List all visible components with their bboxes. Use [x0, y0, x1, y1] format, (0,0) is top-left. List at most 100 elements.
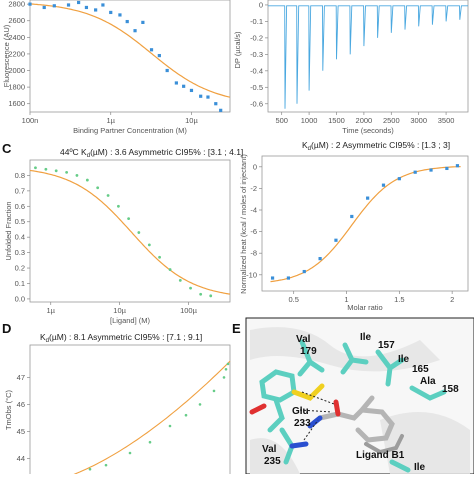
panel-c-right-xtick-label-2: 1.5: [394, 295, 404, 304]
panel-c-left-ytick-label-4: 0.4: [15, 233, 25, 242]
panel-d-ylabel: TmObs (°C): [4, 389, 13, 430]
panel-a-point-21: [214, 102, 218, 106]
panel-b-ytick-label-6: -0.6: [250, 99, 263, 108]
panel-a-point-19: [199, 94, 203, 98]
panel-b-xtick-label-4: 2500: [383, 116, 400, 125]
sulfur-bond: [291, 383, 325, 401]
panel-a-point-6: [94, 8, 98, 12]
panel-c-left-point-5: [85, 178, 89, 182]
panel-d-point-5: [148, 440, 152, 444]
panel-c-left-point-10: [137, 231, 141, 234]
panel-c-right-point-9: [413, 170, 417, 174]
panel-a-ylabel: Fluorescence (AU): [2, 24, 11, 87]
panel-d-ytick-label-3: 47: [17, 373, 25, 382]
panel-a-point-12: [141, 20, 145, 24]
panel-b-frame: [267, 0, 469, 113]
panel-a-point-8: [109, 10, 113, 15]
panel-c-right-title-main: K: [302, 140, 308, 150]
panel-b-ytick-label-5: -0.5: [250, 83, 263, 92]
panel-a-point-4: [77, 0, 81, 5]
panel-d-point-7: [184, 413, 188, 417]
val235-nitrogen: [289, 441, 309, 449]
panel-c-right-ytick-label-3: -6: [250, 227, 257, 236]
panel-d-point-9: [212, 389, 216, 393]
ile165-stick: [375, 349, 405, 387]
panel-c-left-point-0: [34, 166, 37, 170]
label-ile165-num: 165: [412, 364, 429, 375]
panel-a-point-11: [133, 29, 137, 33]
panel-c-right-point-10: [429, 168, 433, 172]
panel-a-ytick-label-6: 2800: [8, 0, 25, 9]
panel-a-point-13: [149, 48, 154, 52]
panel-c-left-point-2: [54, 169, 58, 173]
panel-c-left-point-16: [199, 292, 203, 296]
panel-c-left-xtick-label-2: 100µ: [180, 306, 198, 315]
panel-b-ticks: 500 1000 1500 2000 2500 3000 3500 0 -0.1 -0.2 -0.3…: [250, 0, 454, 125]
panel-a-point-17: [182, 84, 186, 88]
panel-c-left-xtick-label-0: 1µ: [46, 306, 55, 315]
panel-d-frame: [29, 344, 231, 479]
label-ile157-name: Ile: [360, 332, 372, 343]
label-glu233-name: Glu: [292, 406, 309, 417]
panel-a-point-7: [101, 3, 105, 7]
panel-d-point-3: [104, 463, 108, 467]
label-ile157-num: 157: [378, 340, 395, 351]
panel-c-right-point-12: [455, 164, 460, 168]
panel-letter-c: C: [2, 141, 12, 156]
panel-b-xtick-label-2: 1500: [328, 116, 345, 125]
hbond-3: [303, 419, 319, 441]
panel-a-point-16: [174, 81, 178, 85]
panel-c-right-xlabel: Molar ratio: [347, 303, 382, 312]
panel-a-xtick-label-2: 10µ: [185, 116, 198, 125]
panel-d-point-10: [222, 376, 226, 379]
panel-c-left-title: 44ºC Kd(µM) : 3.6 Asymmetric CI95% : [3.…: [60, 147, 243, 159]
panel-c-left-ytick-label-5: 0.5: [15, 217, 25, 226]
panel-c-right-point-0: [270, 276, 275, 280]
panel-c-left-ticks: 1µ 10µ 100µ 0.0 0.1 0.2 0.3 0.4 0.5 0.6 0.7 0.8: [15, 171, 198, 315]
glu233-oxygen: [249, 403, 267, 415]
panel-b-xtick-label-5: 3000: [410, 116, 427, 125]
panel-c-right-point-6: [366, 196, 370, 200]
panel-c-left-marks: [29, 166, 231, 298]
panel-c-right-point-2: [302, 269, 306, 274]
panel-a-marks: [28, 0, 231, 112]
structure-panel: Val 179 Ile 157 Ile 165 Ala 158 Glu 233 …: [245, 317, 474, 475]
panel-a-point-20: [206, 95, 210, 99]
panel-c-right-xtick-label-3: 2: [450, 295, 454, 304]
panel-d-point-8: [198, 403, 202, 406]
panel-d-title: Kd(µM) : 8.1 Asymmetric CI95% : [7.1 ; 9…: [40, 332, 202, 344]
panel-c-left-point-17: [209, 294, 213, 298]
panel-c-left-fit-curve: [29, 169, 231, 295]
panel-c-right-ytick-label-1: -2: [250, 184, 257, 193]
panel-c-left-point-15: [189, 286, 192, 290]
panel-a-ytick-label-4: 2400: [8, 33, 25, 42]
panel-c-left-point-6: [96, 186, 100, 190]
panel-c-right-title-rest: (µM) : 2 Asymmetric CI95% : [1.3 ; 3]: [311, 140, 450, 150]
panel-c-left-title-main: 44ºC K: [60, 147, 87, 157]
panel-c-right-chart: Normalized heat (kcal / moles of injecta…: [239, 154, 469, 312]
val179-stick: [297, 339, 325, 377]
panel-a-point-10: [125, 19, 129, 24]
panel-c-left-ytick-label-7: 0.7: [15, 186, 25, 195]
panel-c-right-frame: [261, 155, 469, 292]
panel-d-point-4: [128, 451, 132, 455]
structure-ribbon-2: [380, 412, 470, 474]
panel-c-left-point-12: [158, 255, 161, 259]
panel-c-right-xtick-label-1: 1: [344, 295, 348, 304]
panel-a-point-18: [189, 88, 194, 93]
panel-c-left-point-11: [147, 243, 151, 247]
panel-a-point-14: [157, 53, 161, 58]
panel-c-left-ylabel: Unfolded Fraction: [4, 201, 13, 260]
panel-c-left-chart: Unfolded Fraction [Ligand] (M) 1µ 10µ 100µ…: [4, 159, 231, 325]
panel-a-point-22: [219, 108, 223, 112]
panel-a-fit-curve: [29, 3, 231, 98]
panel-c-left-ytick-label-0: 0.0: [15, 294, 25, 303]
ligand-ring-2: [364, 434, 404, 455]
panel-a-point-9: [118, 13, 122, 17]
panel-d-chart: TmObs (°C) 44 45 46 47: [4, 344, 231, 479]
panel-a-chart: Fluorescence (AU) Binding Partner Concen…: [2, 0, 231, 135]
panel-b-chart: DP (µcal/s) Time (seconds) 500 1000 1500 20…: [233, 0, 469, 135]
panel-c-left-point-1: [44, 167, 48, 171]
panel-c-right-title-sub: d: [308, 146, 311, 152]
